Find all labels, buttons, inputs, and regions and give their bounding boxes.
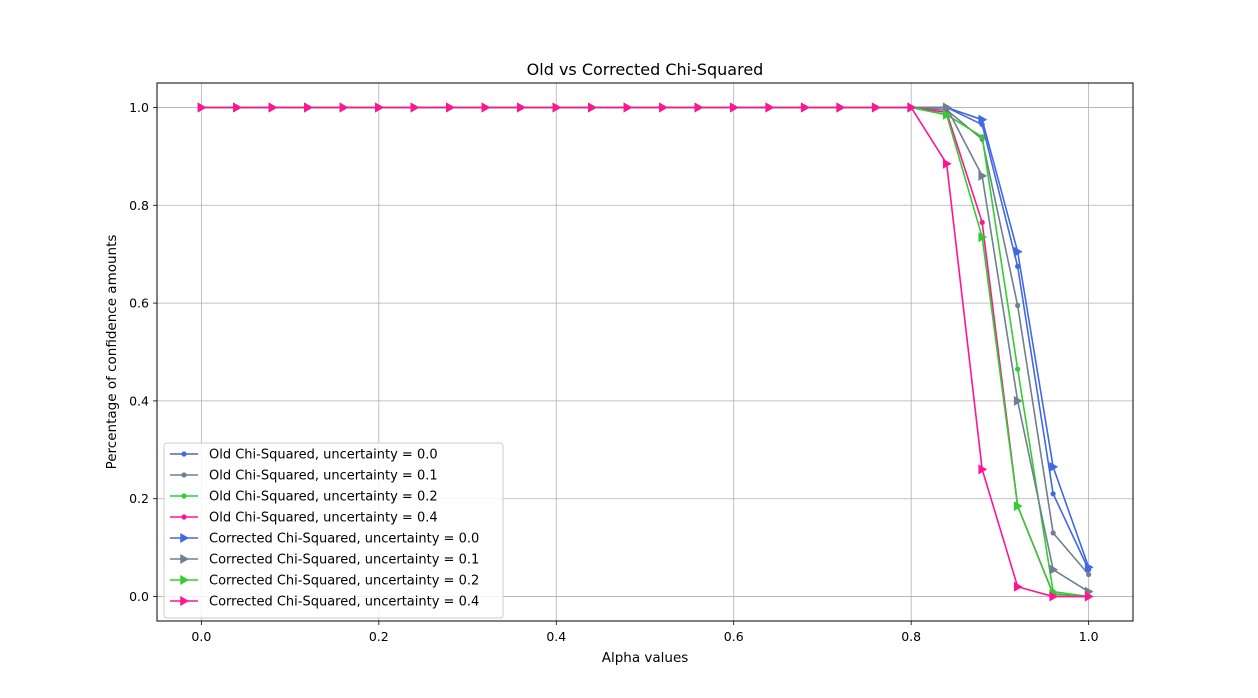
axis-ticks: 0.0 0.2 0.4 0.6 0.8 1.0 0.0 0.2 0.4 0.6 0.8 1.0	[129, 100, 1099, 644]
legend-entry: Corrected Chi-Squared, uncertainty = 0.0	[170, 532, 479, 547]
data-point	[1050, 491, 1056, 497]
data-point-triangle	[180, 575, 189, 585]
legend-label: Old Chi-Squared, uncertainty = 0.4	[209, 511, 438, 526]
legend-entry: Old Chi-Squared, uncertainty = 0.4	[170, 511, 438, 526]
legend-entry: Corrected Chi-Squared, uncertainty = 0.4	[170, 595, 479, 610]
data-point	[181, 472, 187, 478]
data-point-triangle	[180, 533, 189, 543]
series-layer	[197, 102, 1094, 602]
data-point-triangle	[517, 102, 526, 113]
x-tick-label: 0.2	[369, 629, 389, 644]
data-point-triangle	[1013, 501, 1023, 512]
series-8	[197, 102, 1094, 602]
data-point-triangle	[180, 596, 189, 606]
data-point	[1015, 302, 1021, 309]
data-point-triangle	[907, 102, 917, 113]
data-point-triangle	[942, 109, 952, 120]
x-tick-label: 1.0	[1079, 629, 1099, 644]
legend: Old Chi-Squared, uncertainty = 0.0 Old Ch…	[163, 442, 504, 619]
x-tick-label: 0.0	[191, 629, 211, 644]
data-point-triangle	[623, 102, 633, 113]
data-point-triangle	[1013, 395, 1023, 406]
data-point-triangle	[1084, 591, 1094, 602]
chart-title: Old vs Corrected Chi-Squared	[527, 60, 764, 79]
y-tick-label: 0.4	[129, 393, 149, 408]
x-tick-label: 0.6	[724, 629, 744, 644]
data-point-triangle	[1013, 581, 1023, 592]
legend-entry: Old Chi-Squared, uncertainty = 0.0	[170, 448, 438, 463]
data-point-triangle	[268, 102, 278, 113]
y-tick-label: 0.0	[129, 589, 149, 604]
legend-entry: Old Chi-Squared, uncertainty = 0.2	[170, 490, 438, 505]
data-point-triangle	[375, 102, 384, 113]
data-point-triangle	[339, 102, 349, 113]
plot-frame	[156, 82, 1134, 622]
data-point-triangle	[1049, 564, 1059, 575]
data-point-triangle	[836, 102, 846, 113]
data-point-triangle	[180, 554, 189, 564]
data-point-triangle	[1049, 591, 1059, 602]
legend-label: Corrected Chi-Squared, uncertainty = 0.2	[209, 574, 479, 589]
legend-entry: Old Chi-Squared, uncertainty = 0.1	[170, 469, 438, 484]
data-point	[181, 451, 187, 457]
legend-label: Corrected Chi-Squared, uncertainty = 0.1	[209, 553, 479, 568]
data-point-triangle	[765, 102, 775, 113]
data-point-triangle	[588, 102, 597, 113]
data-point-triangle	[978, 464, 988, 475]
data-point-triangle	[729, 102, 739, 113]
data-point-triangle	[446, 102, 455, 113]
x-axis-label: Alpha values	[602, 650, 689, 666]
data-point	[181, 493, 187, 499]
legend-label: Old Chi-Squared, uncertainty = 0.2	[209, 490, 438, 505]
y-tick-label: 1.0	[129, 100, 149, 115]
data-point-triangle	[1084, 562, 1094, 573]
data-point-triangle	[694, 102, 704, 113]
y-axis-label: Percentage of confidence amounts	[104, 235, 120, 470]
data-point-triangle	[552, 102, 562, 113]
data-point-triangle	[304, 102, 313, 113]
y-tick-label: 0.2	[129, 491, 149, 506]
data-point-triangle	[1013, 246, 1023, 257]
x-tick-label: 0.8	[901, 629, 921, 644]
data-point-triangle	[978, 114, 988, 125]
legend-label: Old Chi-Squared, uncertainty = 0.0	[209, 448, 438, 463]
data-point-triangle	[481, 102, 491, 113]
data-point-triangle	[1049, 461, 1059, 472]
data-point-triangle	[871, 102, 881, 113]
y-tick-label: 0.8	[129, 198, 149, 213]
data-point-triangle	[658, 102, 668, 113]
data-point	[1015, 366, 1021, 372]
data-point-triangle	[942, 158, 952, 169]
data-point-triangle	[978, 232, 988, 243]
y-tick-label: 0.6	[129, 296, 149, 311]
legend-label: Old Chi-Squared, uncertainty = 0.1	[209, 469, 438, 484]
legend-entry: Corrected Chi-Squared, uncertainty = 0.2	[170, 574, 479, 589]
x-tick-label: 0.4	[546, 629, 566, 644]
data-point	[1050, 530, 1056, 536]
data-point-triangle	[978, 170, 988, 181]
legend-label: Corrected Chi-Squared, uncertainty = 0.0	[209, 532, 479, 547]
data-point-triangle	[197, 102, 207, 113]
data-point	[1015, 263, 1021, 270]
data-point	[979, 219, 985, 225]
data-point-triangle	[800, 102, 810, 113]
data-point-triangle	[942, 102, 952, 113]
data-point	[979, 134, 985, 140]
data-point	[181, 514, 187, 520]
legend-box	[163, 442, 504, 619]
data-point-triangle	[410, 102, 420, 113]
data-point-triangle	[233, 102, 242, 113]
series-line	[201, 106, 1089, 598]
data-point	[1086, 571, 1092, 578]
legend-entry: Corrected Chi-Squared, uncertainty = 0.1	[170, 553, 479, 568]
legend-label: Corrected Chi-Squared, uncertainty = 0.4	[209, 595, 479, 610]
